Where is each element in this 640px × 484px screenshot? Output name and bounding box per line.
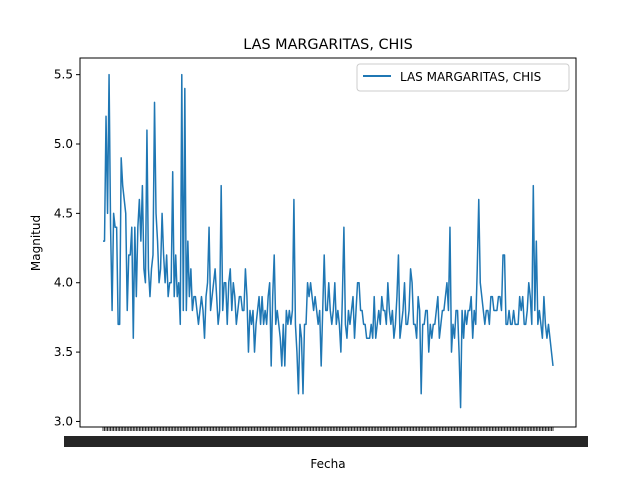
y-axis: 3.0 3.5 4.0 4.5 5.0 5.5	[54, 68, 80, 428]
y-tick-label: 5.5	[54, 68, 73, 82]
plot-frame	[79, 57, 577, 428]
x-axis	[64, 427, 588, 447]
chart-title: LAS MARGARITAS, CHIS	[243, 37, 412, 53]
y-tick-label: 3.0	[54, 414, 73, 428]
y-tick-label: 3.5	[54, 345, 73, 359]
series-line	[103, 73, 554, 409]
series-layer	[103, 73, 554, 409]
legend: LAS MARGARITAS, CHIS	[356, 63, 570, 92]
legend-box	[356, 63, 570, 92]
legend-label: LAS MARGARITAS, CHIS	[400, 70, 541, 84]
x-axis-label: Fecha	[310, 457, 345, 471]
y-tick-label: 5.0	[54, 137, 73, 151]
y-axis-label: Magnitud	[29, 215, 43, 271]
y-tick-label: 4.5	[54, 206, 73, 220]
x-tick-label-band	[64, 436, 588, 447]
y-tick-label: 4.0	[54, 276, 73, 290]
